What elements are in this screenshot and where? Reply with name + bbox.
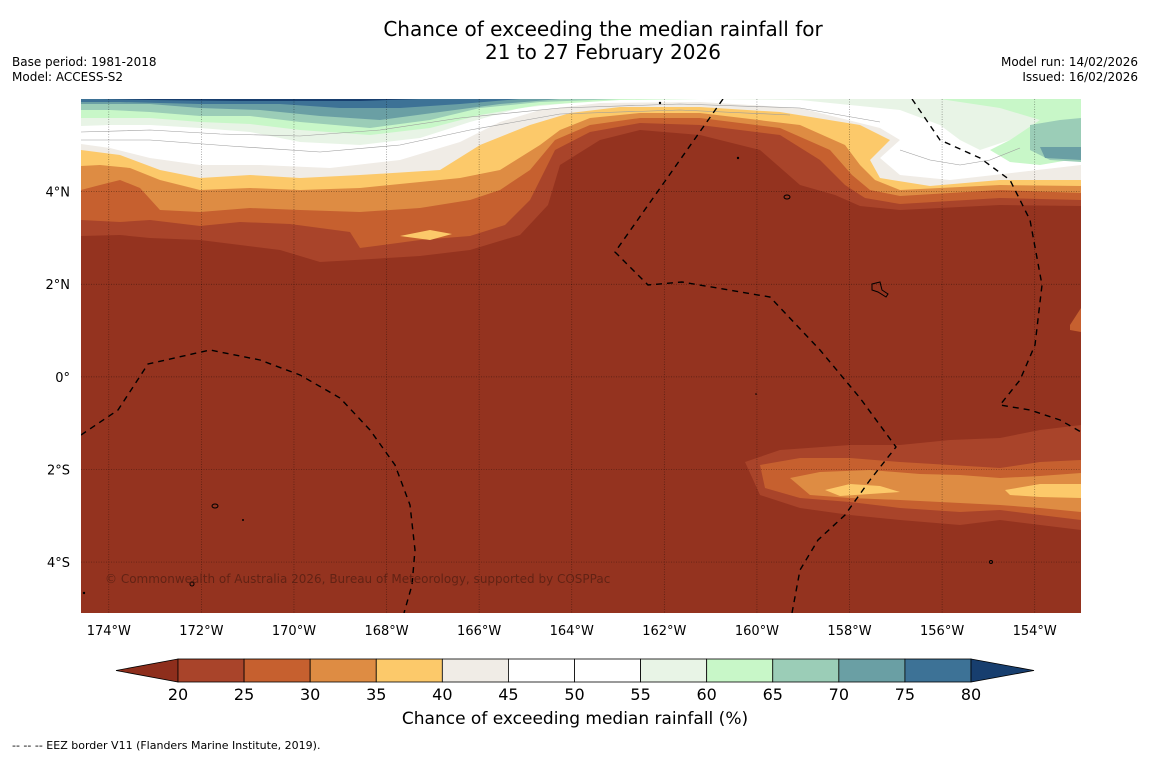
eez-legend-note: -- -- -- EEZ border V11 (Flanders Marine… (12, 739, 321, 752)
island-8 (658, 101, 662, 105)
island-5 (189, 581, 195, 587)
island-4 (242, 519, 244, 521)
island-7 (736, 156, 740, 160)
colorbar-tick-label: 20 (168, 685, 188, 704)
colorbar-tick-label: 60 (696, 685, 716, 704)
colorbar-segment (904, 658, 972, 683)
colorbar-tick-label: 55 (630, 685, 650, 704)
longitude-tick-label: 158°W (827, 624, 871, 639)
island-10 (755, 393, 757, 395)
title-line-1: Chance of exceeding the median rainfall … (383, 17, 823, 41)
chart-title: Chance of exceeding the median rainfall … (0, 18, 1150, 64)
isoline-north-1 (81, 103, 881, 137)
island-9 (82, 591, 86, 595)
eez-border-phoenix (81, 349, 416, 613)
colorbar-title: Chance of exceeding median rainfall (%) (401, 709, 749, 729)
contour-40-patch-a (400, 230, 452, 240)
colorbar-segment (508, 658, 575, 683)
model-run: Model run: 14/02/2026 (1000, 55, 1138, 69)
meta-right: Model run: 14/02/2026 Issued: 16/02/2026 (1001, 55, 1138, 85)
longitude-tick-label: 156°W (920, 624, 964, 639)
island-3 (211, 503, 219, 509)
longitude-labels: 174°W 172°W 170°W 168°W 166°W 164°W 162°W 160°W… (87, 624, 1057, 639)
colorbar (115, 658, 1035, 683)
colorbar-segment (640, 658, 708, 683)
model-name: Model: ACCESS-S2 (12, 70, 124, 84)
colorbar-tick-label: 45 (498, 685, 518, 704)
contour-40-south-b (1005, 484, 1081, 498)
colorbar-segment (838, 658, 906, 683)
colorbar-tick-label: 25 (234, 685, 254, 704)
latitude-tick-label: 4°S (47, 556, 70, 571)
meta-left: Base period: 1981-2018 Model: ACCESS-S2 (12, 55, 157, 85)
base-period: Base period: 1981-2018 (12, 55, 157, 69)
colorbar-segment (706, 658, 774, 683)
island-2 (871, 281, 889, 298)
contour-30-east (1070, 308, 1081, 332)
contour-35-south (790, 470, 1081, 512)
copyright-notice: © Commonwealth of Australia 2026, Bureau… (105, 572, 611, 586)
eez-border-kiribati-line (614, 99, 897, 613)
colorbar-low-extend (115, 658, 179, 683)
colorbar-tick-label: 50 (564, 685, 584, 704)
longitude-tick-label: 168°W (364, 624, 408, 639)
latitude-tick-label: 0° (55, 371, 70, 386)
eez-border-east (911, 99, 1081, 433)
colorbar-segment (309, 658, 377, 683)
latitude-tick-label: 2°N (46, 278, 71, 293)
colorbar-tick-labels: 20 25 30 35 40 45 50 55 60 65 70 75 80 (168, 685, 981, 704)
colorbar-tick-label: 35 (366, 685, 386, 704)
island-1 (783, 194, 791, 200)
colorbar-segment (177, 658, 245, 683)
longitude-tick-label: 164°W (550, 624, 594, 639)
island-6 (989, 560, 993, 564)
longitude-tick-label: 166°W (457, 624, 501, 639)
colorbar-segment (574, 658, 641, 683)
longitude-tick-label: 154°W (1013, 624, 1057, 639)
rainfall-field (81, 99, 1081, 613)
colorbar-tick-label: 75 (895, 685, 915, 704)
colorbar-tick-label: 80 (961, 685, 981, 704)
colorbar-tick-label: 40 (432, 685, 452, 704)
longitude-tick-label: 170°W (272, 624, 316, 639)
contour-75-northeast (1040, 147, 1081, 160)
isoline-north-3 (899, 147, 1021, 166)
isoline-north-2 (81, 109, 791, 153)
longitude-tick-label: 162°W (642, 624, 686, 639)
longitude-tick-label: 160°W (735, 624, 779, 639)
colorbar-segment (772, 658, 840, 683)
colorbar-segment (243, 658, 311, 683)
latitude-labels: 4°N 2°N 0° 2°S 4°S (46, 186, 71, 571)
contour-above80-north (100, 99, 420, 101)
longitude-tick-label: 174°W (87, 624, 131, 639)
title-line-2: 21 to 27 February 2026 (485, 40, 721, 64)
issued-date: Issued: 16/02/2026 (1022, 70, 1138, 84)
colorbar-tick-label: 65 (763, 685, 783, 704)
graticule (81, 99, 1081, 613)
colorbar-segment (375, 658, 443, 683)
latitude-tick-label: 2°S (47, 463, 70, 478)
colorbar-high-extend (970, 658, 1035, 683)
colorbar-segment (441, 658, 509, 683)
colorbar-tick-label: 30 (300, 685, 320, 704)
contour-80-north (81, 99, 520, 108)
colorbar-tick-label: 70 (829, 685, 849, 704)
latitude-tick-label: 4°N (46, 186, 71, 201)
longitude-tick-label: 172°W (179, 624, 223, 639)
